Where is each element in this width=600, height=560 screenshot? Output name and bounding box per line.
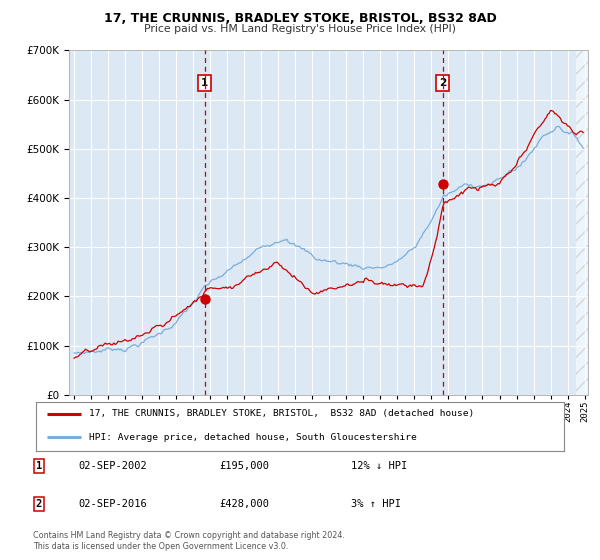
Text: HPI: Average price, detached house, South Gloucestershire: HPI: Average price, detached house, Sout… [89, 432, 416, 441]
Text: Contains HM Land Registry data © Crown copyright and database right 2024.: Contains HM Land Registry data © Crown c… [33, 531, 345, 540]
Text: 17, THE CRUNNIS, BRADLEY STOKE, BRISTOL,  BS32 8AD (detached house): 17, THE CRUNNIS, BRADLEY STOKE, BRISTOL,… [89, 409, 474, 418]
Text: Price paid vs. HM Land Registry's House Price Index (HPI): Price paid vs. HM Land Registry's House … [144, 24, 456, 34]
Text: 3% ↑ HPI: 3% ↑ HPI [351, 499, 401, 509]
Text: 1: 1 [36, 461, 42, 471]
Text: 12% ↓ HPI: 12% ↓ HPI [351, 461, 407, 471]
Text: 2: 2 [36, 499, 42, 509]
Text: 2: 2 [439, 78, 446, 88]
Text: 17, THE CRUNNIS, BRADLEY STOKE, BRISTOL, BS32 8AD: 17, THE CRUNNIS, BRADLEY STOKE, BRISTOL,… [104, 12, 496, 25]
Text: 1: 1 [201, 78, 208, 88]
Text: 02-SEP-2016: 02-SEP-2016 [78, 499, 147, 509]
Text: 02-SEP-2002: 02-SEP-2002 [78, 461, 147, 471]
Text: This data is licensed under the Open Government Licence v3.0.: This data is licensed under the Open Gov… [33, 542, 289, 550]
Text: £195,000: £195,000 [219, 461, 269, 471]
Text: £428,000: £428,000 [219, 499, 269, 509]
